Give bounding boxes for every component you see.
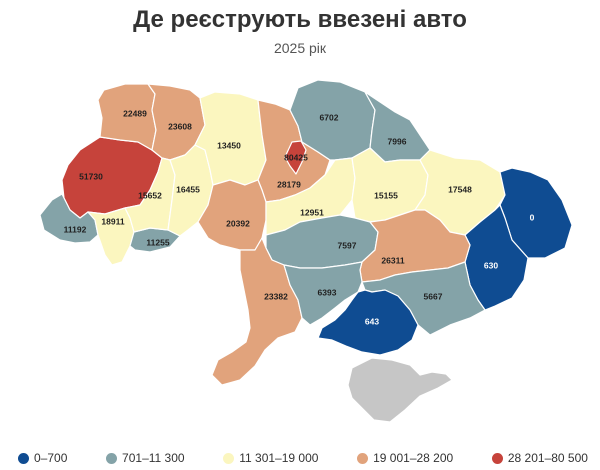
region-value: 7996 bbox=[388, 136, 407, 146]
region-value: 51730 bbox=[79, 171, 103, 181]
region-value: 23608 bbox=[168, 121, 192, 131]
legend-swatch bbox=[18, 452, 29, 464]
region-odesa[interactable]: 23382 bbox=[211, 237, 303, 386]
region-value: 6702 bbox=[320, 112, 339, 122]
region-value: 630 bbox=[484, 260, 498, 270]
region-value: 11255 bbox=[146, 237, 169, 247]
region-value: 15155 bbox=[374, 190, 398, 200]
legend-item: 19 001–28 200 bbox=[357, 451, 453, 465]
region-value: 80425 bbox=[284, 152, 308, 162]
region-value: 18911 bbox=[101, 216, 124, 226]
region-value: 12951 bbox=[300, 207, 324, 217]
region-value: 13450 bbox=[217, 140, 241, 150]
legend-label: 11 301–19 000 bbox=[239, 451, 319, 465]
region-value: 643 bbox=[365, 316, 379, 326]
region-sumy[interactable]: 7996 bbox=[364, 91, 431, 163]
legend-label: 0–700 bbox=[34, 451, 68, 465]
region-value: 5667 bbox=[424, 291, 443, 301]
legend-swatch bbox=[223, 452, 235, 464]
region-value: 28179 bbox=[277, 179, 301, 189]
legend-swatch bbox=[357, 452, 369, 464]
region-value: 17548 bbox=[448, 184, 472, 194]
region-value: 23382 bbox=[264, 291, 288, 301]
legend-swatch bbox=[106, 452, 118, 464]
legend-label: 28 201–80 500 bbox=[507, 451, 588, 465]
legend-item: 28 201–80 500 bbox=[491, 451, 588, 465]
region-crimea[interactable] bbox=[347, 357, 453, 423]
region-mykolaiv[interactable]: 6393 bbox=[283, 261, 363, 326]
region-value: 16455 bbox=[176, 184, 200, 194]
legend-label: 701–11 300 bbox=[122, 451, 185, 465]
region-value: 20392 bbox=[226, 218, 250, 228]
region-value: 15652 bbox=[138, 190, 162, 200]
legend-swatch bbox=[491, 452, 503, 464]
legend-label: 19 001–28 200 bbox=[373, 451, 454, 465]
region-value: 0 bbox=[530, 212, 535, 222]
region-value: 22489 bbox=[123, 108, 147, 118]
region-value: 26311 bbox=[381, 255, 404, 265]
region-value: 11192 bbox=[64, 224, 87, 234]
legend-item: 0–700 bbox=[18, 451, 67, 465]
region-value: 7597 bbox=[338, 240, 357, 250]
map-legend: 0–700 701–11 300 11 301–19 000 19 001–28 20… bbox=[18, 448, 588, 468]
region-kherson[interactable]: 643 bbox=[317, 289, 419, 356]
page-subtitle: 2025 рік bbox=[273, 40, 327, 56]
page-title: Де реєструють ввезені авто bbox=[133, 6, 467, 33]
legend-item: 11 301–19 000 bbox=[223, 451, 318, 465]
legend-item: 701–11 300 bbox=[106, 451, 185, 465]
region-value: 6393 bbox=[318, 287, 337, 297]
